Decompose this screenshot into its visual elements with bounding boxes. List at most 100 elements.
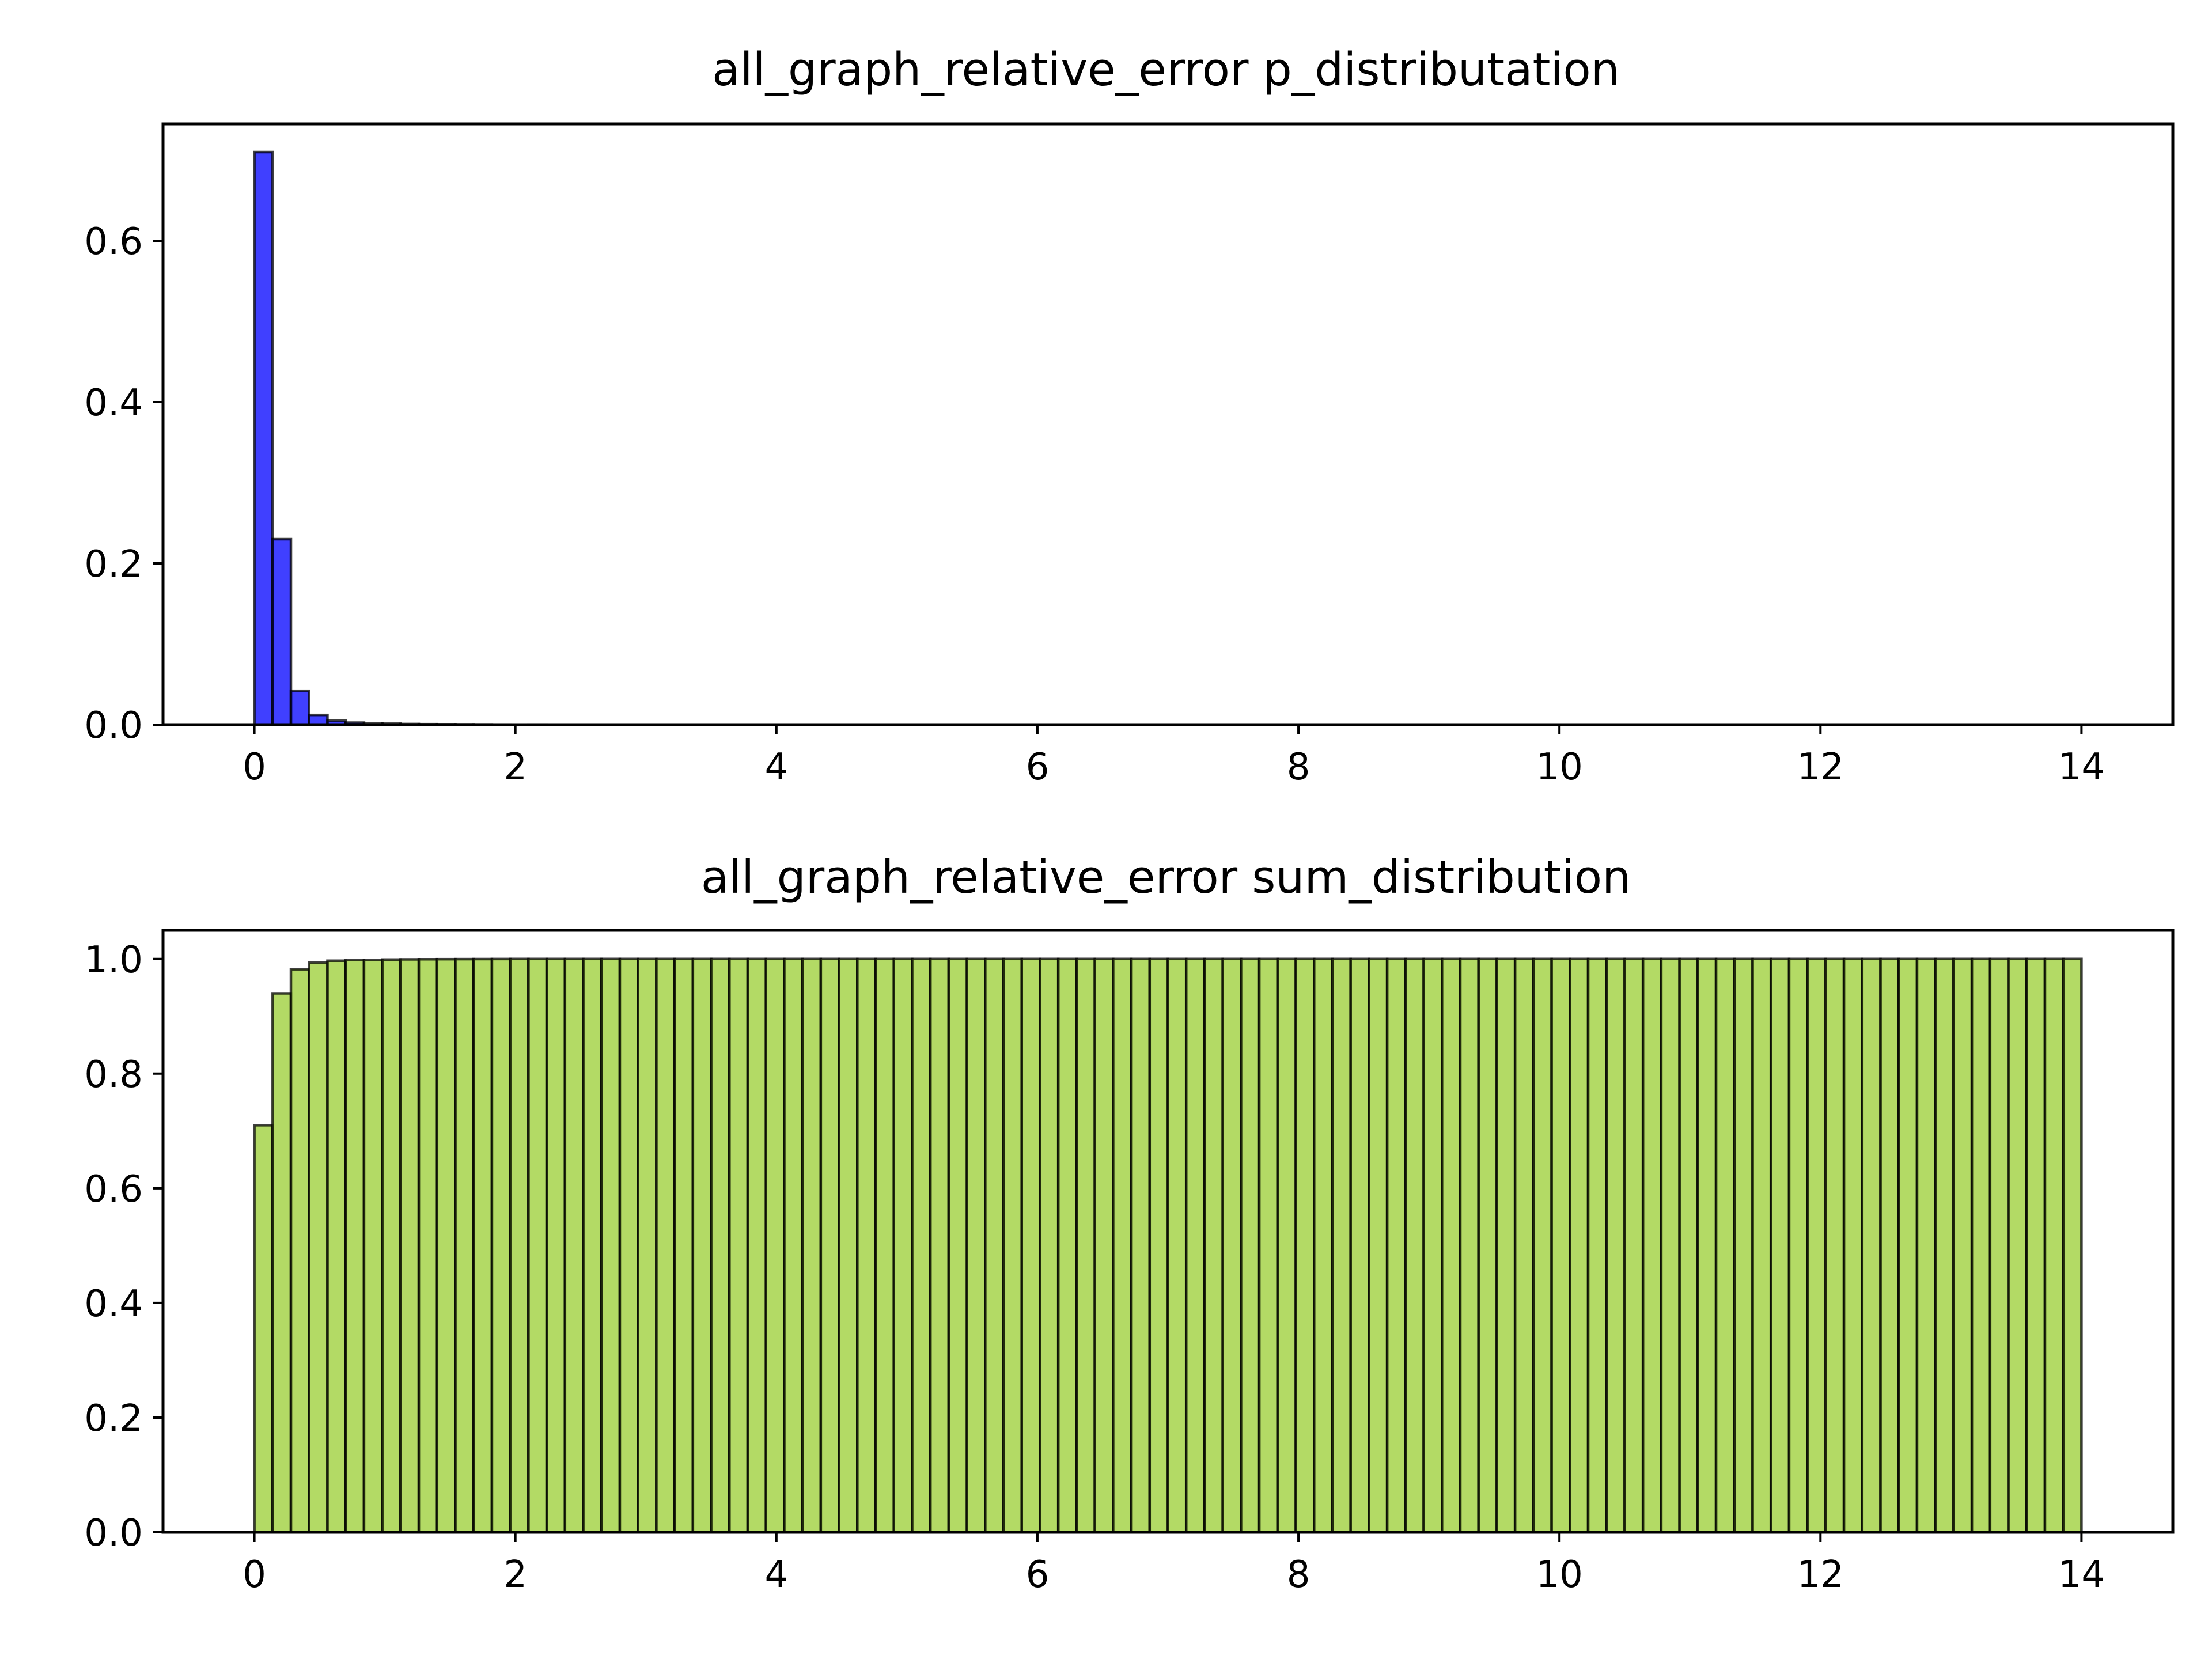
histogram-bar [1404,957,1425,1534]
histogram-bar [1824,957,1846,1534]
histogram-bar [838,957,859,1534]
x-tick-label: 14 [2058,746,2105,789]
histogram-bar [1257,957,1279,1534]
x-axis: 0 2 4 6 8 10 12 14 [243,725,2105,789]
histogram-bar [490,957,512,1534]
x-tick-label: 14 [2058,1554,2105,1596]
histogram-bar [801,957,823,1534]
histogram-bar [271,992,293,1534]
histogram-bar [1002,957,1024,1534]
histogram-bar [1276,957,1297,1534]
histogram-bar [655,957,676,1534]
y-axis: 0.0 0.2 0.4 0.6 0.8 1.0 [84,939,163,1555]
histogram-bar [1039,957,1060,1534]
y-tick-label: 0.4 [84,1283,143,1325]
histogram-bar [1641,957,1663,1534]
histogram-bar [819,957,840,1534]
histogram-bar [1148,957,1169,1534]
histogram-bar [399,958,421,1534]
histogram-bar [1751,957,1772,1534]
histogram-bar [1368,957,1389,1534]
plot-area-frame [161,929,2175,1534]
x-tick-label: 2 [503,1554,527,1596]
histogram-bar [1166,957,1188,1534]
chart-title: all_graph_relative_error sum_distributio… [701,851,1631,904]
histogram-bar [362,959,384,1534]
histogram-bar [965,957,987,1534]
histogram-bar [1861,957,1882,1534]
histogram-bar [1184,957,1206,1534]
y-tick-label: 0.2 [84,543,143,586]
histogram-bar [1660,957,1681,1534]
histogram-bar [454,957,475,1534]
histogram-bar [947,957,968,1534]
histogram-bar [1495,957,1517,1534]
histogram-bar [344,959,366,1534]
histogram-bar [1020,957,1041,1534]
x-axis: 0 2 4 6 8 10 12 14 [243,1532,2105,1596]
histogram-bar [1349,957,1370,1534]
y-axis: 0.0 0.2 0.4 0.6 [84,221,163,747]
histogram-bar [783,957,804,1534]
histogram-bar [911,957,932,1534]
histogram-bar [1056,957,1078,1534]
histogram-bar [308,713,329,726]
histogram-bar [618,957,639,1534]
histogram-bar [2043,957,2065,1534]
histogram-bar [1806,957,1827,1534]
histogram-bar [545,957,567,1534]
histogram-bar [1970,957,1992,1534]
histogram-bar [472,957,494,1534]
histogram-bar [1733,957,1754,1534]
y-tick-label: 0.4 [84,382,143,425]
histogram-bar [710,957,731,1534]
x-tick-label: 12 [1797,746,1844,789]
histogram-bar [1952,957,1974,1534]
histogram-bar [253,150,274,726]
x-tick-label: 6 [1026,746,1050,789]
histogram-bar [1459,957,1480,1534]
y-tick-label: 1.0 [84,939,143,982]
y-tick-label: 0.6 [84,1168,143,1211]
histogram-bar [1879,957,1900,1534]
y-tick-label: 0.8 [84,1054,143,1096]
x-tick-label: 6 [1026,1554,1050,1596]
histogram-bar [728,957,749,1534]
histogram-bar [1605,957,1626,1534]
histogram-bar [1623,957,1645,1534]
histogram-bar [637,957,658,1534]
histogram-bar [381,958,402,1534]
histogram-bar [1915,957,1937,1534]
histogram-bar [1569,957,1590,1534]
histogram-bar [1513,957,1535,1534]
histogram-bar [2007,957,2028,1534]
histogram-bar [326,959,347,1534]
x-tick-label: 10 [1536,746,1582,789]
y-tick-label: 0.2 [84,1397,143,1440]
histogram-bar [1842,957,1864,1534]
histogram-bar [289,689,310,726]
y-tick-label: 0.0 [84,1512,143,1555]
histogram-bar [1934,957,1955,1534]
x-tick-label: 8 [1287,1554,1310,1596]
histogram-bar [1385,957,1407,1534]
x-tick-label: 12 [1797,1554,1844,1596]
histogram-bar [2025,957,2047,1534]
x-tick-label: 4 [764,746,788,789]
histogram-bar [271,537,293,726]
chart-title: all_graph_relative_error p_distributatio… [712,43,1620,96]
histogram-bar [1696,957,1718,1534]
histogram-bar [1422,957,1444,1534]
histogram-bar [691,957,713,1534]
histogram-bar [929,957,950,1534]
histogram-bar [984,957,1005,1534]
histogram-bar [563,957,585,1534]
y-tick-label: 0.0 [84,704,143,747]
histogram-bar [417,958,439,1534]
histogram-bar [1678,957,1699,1534]
histogram-bar [856,957,877,1534]
histogram-bars [253,957,2083,1534]
histogram-bar [1988,957,2010,1534]
histogram-bar [582,957,603,1534]
